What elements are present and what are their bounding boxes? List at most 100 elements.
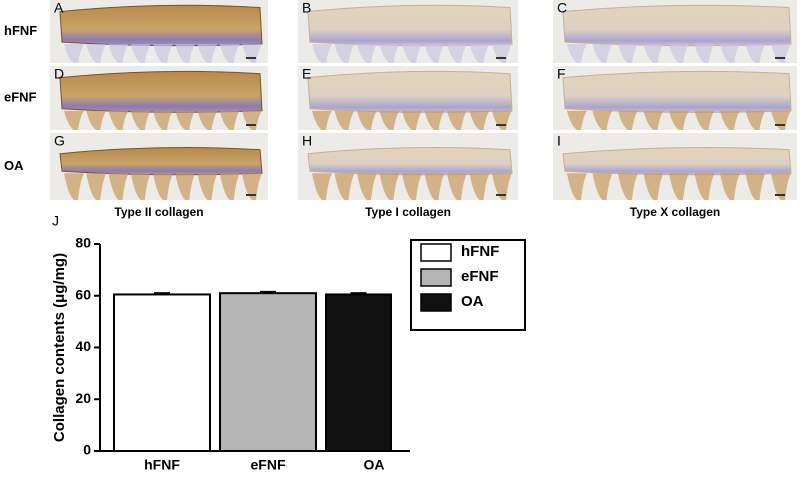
bone [424, 110, 445, 130]
bone [64, 44, 84, 63]
panel-image [553, 133, 797, 200]
y-tick-label: 20 [75, 390, 91, 406]
bone [219, 173, 240, 200]
scale-bar [775, 124, 785, 126]
bone [197, 110, 218, 130]
bone [643, 44, 664, 63]
bone [357, 110, 377, 130]
bar [325, 293, 392, 452]
bone [197, 173, 218, 200]
bone [130, 44, 151, 63]
bone [402, 110, 422, 130]
bone [424, 44, 445, 63]
bone [64, 173, 84, 200]
panel-image [298, 133, 518, 200]
scale-bar [246, 194, 256, 196]
legend-swatch [420, 243, 452, 262]
bar-chart: J Collagen contents (μg/mg) 0 20 40 60 80 hFNF e… [51, 213, 526, 473]
scale-bar [496, 57, 506, 59]
legend-label: eFNF [461, 268, 499, 285]
legend-swatch [420, 268, 452, 287]
panel-letter: F [557, 66, 566, 82]
scale-bar [246, 124, 256, 126]
bone [771, 44, 791, 63]
bone [242, 44, 262, 63]
panel-letter: H [302, 133, 312, 149]
bone [492, 110, 512, 130]
bone [108, 110, 129, 130]
row-label: hFNF [4, 23, 37, 38]
bone [694, 110, 715, 130]
bone [643, 173, 664, 200]
bone [669, 110, 689, 130]
bone [694, 173, 715, 200]
bone [720, 110, 740, 130]
bone [694, 44, 715, 63]
bone [312, 110, 332, 130]
bone [492, 173, 512, 200]
bone [424, 173, 445, 200]
bone [242, 173, 262, 200]
bone [219, 44, 240, 63]
panel-image [50, 0, 268, 63]
bone [592, 110, 613, 130]
cartilage [307, 70, 513, 113]
bone [492, 44, 512, 63]
panel-image [50, 66, 268, 130]
bone [771, 173, 791, 200]
cartilage [59, 147, 263, 176]
cartilage [562, 4, 792, 47]
panel-letter: J [52, 213, 59, 229]
bone [447, 44, 467, 63]
panel-letter: B [302, 0, 311, 16]
bone [771, 110, 791, 130]
panel-letter: D [54, 66, 64, 82]
scale-bar [775, 194, 785, 196]
x-tick-label: eFNF [251, 457, 286, 473]
x-tick-label: OA [364, 457, 385, 473]
legend-label: hFNF [461, 243, 499, 260]
bone [130, 110, 151, 130]
bone [720, 44, 740, 63]
bone [153, 44, 173, 63]
bone [175, 110, 196, 130]
bone [64, 110, 84, 130]
bone [592, 44, 613, 63]
bone [618, 173, 638, 200]
bone [175, 173, 196, 200]
bone [86, 44, 107, 63]
bone [567, 110, 587, 130]
bone [447, 110, 467, 130]
bone [357, 44, 377, 63]
bone [469, 173, 490, 200]
bone [153, 173, 173, 200]
panel-letter: C [557, 0, 567, 16]
y-axis-label: Collagen contents (μg/mg) [51, 253, 68, 442]
y-tick-label: 0 [83, 442, 91, 458]
bone [242, 110, 262, 130]
bone [745, 44, 766, 63]
row-label: eFNF [4, 89, 37, 104]
bone [108, 173, 129, 200]
bone [86, 110, 107, 130]
panel-letter: I [557, 133, 561, 149]
bone [447, 173, 467, 200]
panel-letter: G [54, 133, 65, 149]
bone [108, 44, 129, 63]
bone [592, 173, 613, 200]
y-tick-label: 60 [75, 286, 91, 302]
bone [379, 173, 400, 200]
column-label: Type I collagen [365, 205, 451, 219]
bone [357, 173, 377, 200]
bone [643, 110, 664, 130]
scale-bar [246, 57, 256, 59]
bone [669, 173, 689, 200]
column-label: Type X collagen [630, 205, 720, 219]
bone [745, 173, 766, 200]
y-tick-label: 80 [75, 235, 91, 251]
bone [379, 110, 400, 130]
bone [130, 173, 151, 200]
bone [334, 44, 355, 63]
